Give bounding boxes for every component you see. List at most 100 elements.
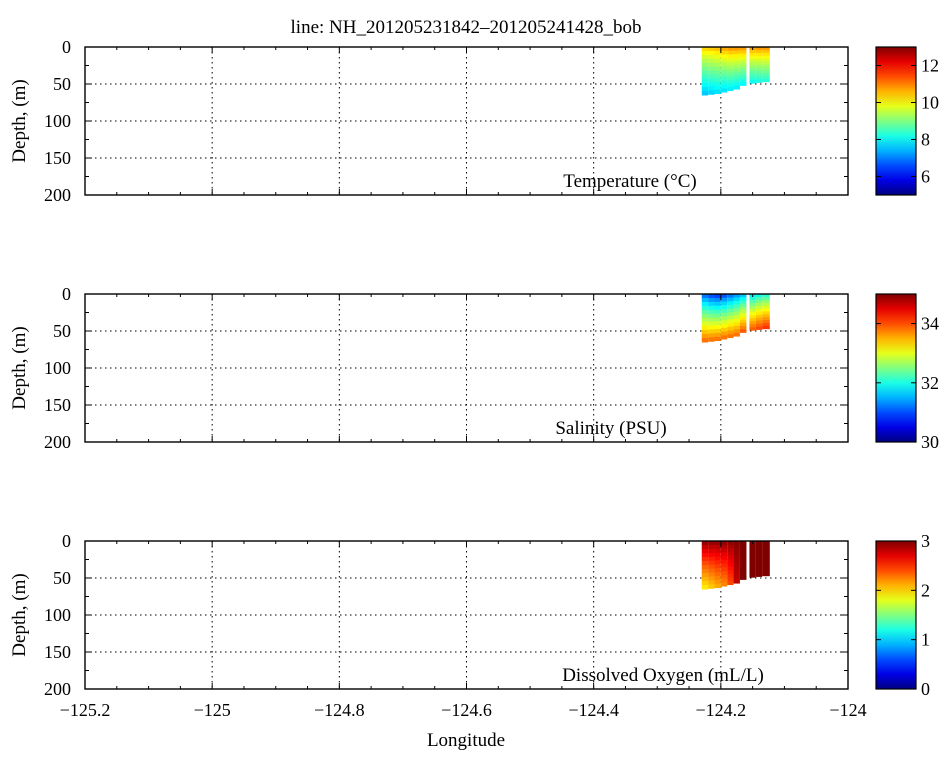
data-cell — [762, 73, 770, 77]
data-cell — [720, 84, 728, 89]
data-cell — [733, 565, 740, 570]
data-cell — [755, 308, 763, 313]
data-cell — [701, 577, 709, 582]
data-cell — [733, 54, 740, 58]
data-cell — [708, 580, 715, 585]
data-cell — [708, 305, 715, 311]
data-cell — [720, 58, 728, 63]
data-cell — [733, 78, 740, 83]
data-cell — [714, 70, 721, 75]
data-cell — [762, 55, 770, 59]
colorbar-tick-label: 12 — [921, 56, 939, 76]
data-cell — [762, 567, 770, 571]
data-cell — [727, 334, 734, 339]
panel-3: 0 50 100 150 200 Depth, (m) Dissolved Oxygen (… — [9, 531, 849, 699]
data-cell — [755, 326, 763, 330]
data-cell — [733, 304, 740, 309]
data-cell — [749, 553, 756, 557]
data-cell — [727, 304, 734, 309]
data-cell — [762, 49, 770, 54]
data-cell — [733, 82, 740, 87]
data-cell — [733, 71, 740, 76]
data-cell — [727, 87, 734, 92]
data-cell — [720, 80, 728, 86]
y-tick-label: 0 — [62, 284, 71, 304]
data-cell — [714, 556, 721, 561]
data-cell — [762, 543, 770, 548]
panel-1: 0 50 100 150 200 Depth, (m) Temperature (°C) — [9, 37, 849, 205]
data-cell — [755, 70, 763, 75]
data-cell — [727, 551, 734, 556]
data-cell — [714, 85, 721, 91]
data-cell — [720, 541, 728, 546]
data-cell — [720, 65, 728, 70]
y-tick-label: 0 — [62, 531, 71, 551]
data-cell — [727, 83, 734, 88]
data-cell — [755, 558, 763, 563]
data-cell — [701, 294, 709, 299]
data-cell — [714, 328, 721, 334]
data-cell — [727, 61, 734, 66]
data-cell — [762, 64, 770, 68]
data-cell — [755, 296, 763, 301]
data-cell — [720, 582, 728, 587]
data-cell — [701, 314, 709, 319]
y-tick-label: 100 — [44, 111, 71, 131]
data-cell — [762, 564, 770, 568]
data-cell — [727, 79, 734, 84]
data-cell — [701, 318, 709, 323]
data-cell — [701, 541, 709, 546]
data-cell — [739, 322, 747, 327]
data-cell — [739, 326, 747, 330]
data-cell — [720, 54, 728, 59]
data-cell — [701, 573, 709, 578]
data-cell — [739, 569, 747, 574]
data-cell — [733, 301, 740, 305]
data-cell — [701, 549, 709, 554]
data-cell — [749, 556, 756, 560]
data-cell — [749, 327, 756, 331]
data-cell — [727, 72, 734, 77]
x-tick-label: −124.6 — [441, 700, 492, 720]
data-cell — [733, 562, 740, 567]
data-cell — [714, 541, 721, 546]
data-cell — [727, 68, 734, 73]
data-cell — [733, 548, 740, 552]
data-cell — [739, 75, 747, 80]
data-cell — [739, 310, 747, 314]
data-cell — [739, 294, 747, 298]
data-cell — [762, 67, 770, 71]
data-cell — [701, 79, 709, 84]
data-cell — [720, 69, 728, 74]
data-cell — [708, 329, 715, 334]
data-cell — [762, 561, 770, 565]
data-cell — [701, 322, 709, 327]
colorbar-tick-label: 30 — [921, 432, 939, 452]
data-cell — [708, 568, 715, 573]
data-cell — [749, 318, 756, 322]
data-cell — [701, 47, 709, 52]
data-cell — [714, 66, 721, 71]
data-cell — [749, 77, 756, 81]
data-cell — [708, 66, 715, 72]
data-cell — [701, 302, 709, 307]
data-cell — [749, 571, 756, 575]
data-cell — [720, 331, 728, 336]
panel-label: Temperature (°C) — [563, 171, 696, 192]
data-cell — [701, 557, 709, 562]
data-cell — [714, 78, 721, 83]
data-cell — [762, 61, 770, 65]
data-cell — [762, 555, 770, 559]
data-cell — [701, 310, 709, 315]
data-cell — [749, 321, 756, 325]
data-cell — [701, 75, 709, 80]
data-cell — [755, 323, 763, 327]
data-cell — [739, 306, 747, 311]
data-cell — [727, 315, 734, 320]
data-cell — [720, 578, 728, 583]
data-cell — [701, 59, 709, 64]
data-cell — [733, 57, 740, 62]
data-cell — [733, 318, 740, 323]
colorbar-tick-label: 0 — [921, 679, 930, 699]
